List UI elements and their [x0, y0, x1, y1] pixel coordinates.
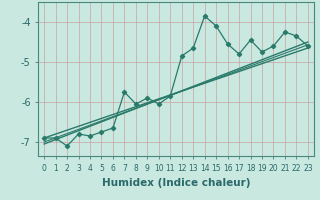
X-axis label: Humidex (Indice chaleur): Humidex (Indice chaleur): [102, 178, 250, 188]
